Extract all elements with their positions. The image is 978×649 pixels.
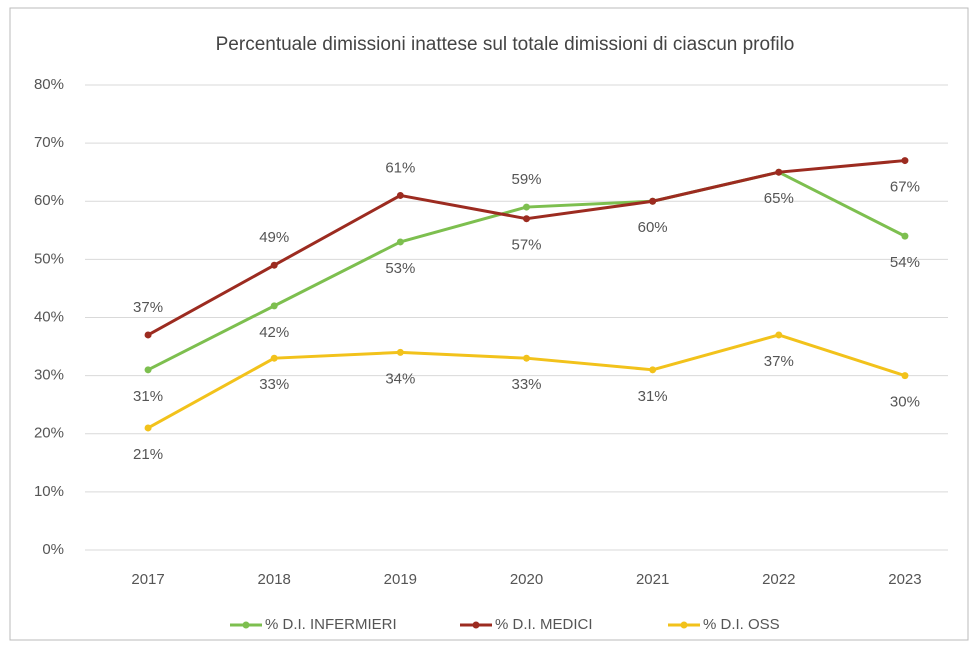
x-tick-label: 2019 bbox=[384, 571, 417, 588]
data-label: 31% bbox=[638, 388, 668, 405]
legend-marker bbox=[242, 621, 250, 629]
y-tick-label: 0% bbox=[42, 541, 64, 558]
point bbox=[144, 366, 152, 374]
point bbox=[775, 331, 783, 339]
legend-label: % D.I. OSS bbox=[703, 616, 780, 633]
data-label: 59% bbox=[511, 171, 541, 188]
point bbox=[396, 191, 404, 199]
data-label: 37% bbox=[764, 353, 794, 370]
data-label: 31% bbox=[133, 388, 163, 405]
point bbox=[775, 168, 783, 176]
point bbox=[523, 354, 530, 362]
x-tick-label: 2017 bbox=[131, 571, 164, 588]
data-label: 61% bbox=[385, 159, 415, 176]
point bbox=[523, 215, 530, 223]
data-label: 34% bbox=[385, 370, 415, 387]
point bbox=[144, 424, 152, 432]
chart-border bbox=[9, 7, 969, 641]
data-label: 65% bbox=[764, 190, 794, 207]
point bbox=[270, 261, 278, 269]
data-label: 53% bbox=[385, 260, 415, 277]
x-tick-label: 2020 bbox=[510, 571, 543, 588]
point bbox=[396, 238, 404, 246]
y-tick-label: 50% bbox=[34, 250, 64, 267]
point bbox=[523, 203, 530, 211]
point bbox=[270, 354, 278, 362]
y-tick-label: 80% bbox=[34, 76, 64, 93]
y-tick-label: 10% bbox=[34, 483, 64, 500]
x-tick-label: 2021 bbox=[636, 571, 669, 588]
legend-marker bbox=[472, 621, 480, 629]
y-tick-label: 70% bbox=[34, 134, 64, 151]
chart-title: Percentuale dimissioni inattese sul tota… bbox=[216, 34, 795, 55]
data-label: 33% bbox=[511, 376, 541, 393]
legend-label: % D.I. MEDICI bbox=[495, 616, 593, 633]
point bbox=[649, 366, 657, 374]
data-label: 21% bbox=[133, 446, 163, 463]
data-label: 37% bbox=[133, 299, 163, 316]
point bbox=[901, 232, 909, 240]
data-label: 54% bbox=[890, 254, 920, 271]
point bbox=[270, 302, 278, 310]
legend-label: % D.I. INFERMIERI bbox=[265, 616, 397, 633]
point bbox=[649, 197, 657, 205]
data-label: 60% bbox=[638, 219, 668, 236]
x-tick-label: 2023 bbox=[888, 571, 921, 588]
y-tick-label: 20% bbox=[34, 425, 64, 442]
data-label: 33% bbox=[259, 376, 289, 393]
point bbox=[396, 348, 404, 356]
y-tick-label: 30% bbox=[34, 367, 64, 384]
x-tick-label: 2018 bbox=[258, 571, 291, 588]
point bbox=[144, 331, 152, 339]
point bbox=[901, 157, 909, 165]
data-label: 42% bbox=[259, 324, 289, 341]
data-label: 67% bbox=[890, 179, 920, 196]
y-tick-label: 60% bbox=[34, 192, 64, 209]
data-label: 49% bbox=[259, 229, 289, 246]
legend-marker bbox=[680, 621, 688, 629]
point bbox=[901, 372, 909, 380]
y-tick-label: 40% bbox=[34, 308, 64, 325]
data-label: 57% bbox=[511, 237, 541, 254]
x-tick-label: 2022 bbox=[762, 571, 795, 588]
data-label: 30% bbox=[890, 394, 920, 411]
